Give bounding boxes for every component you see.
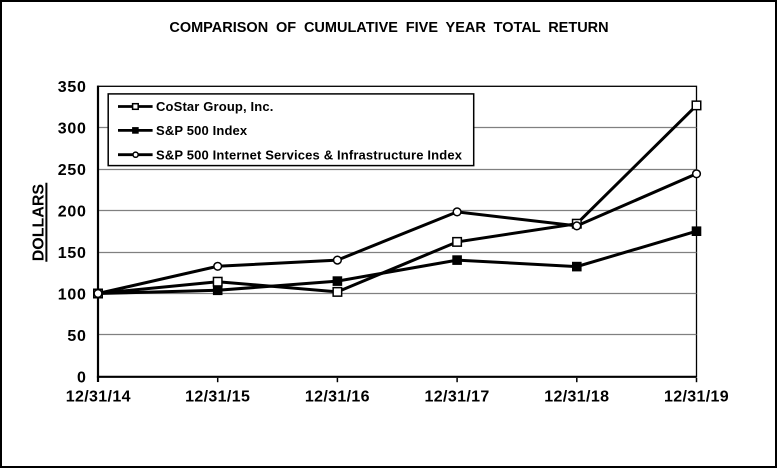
svg-text:12/31/18: 12/31/18 [544, 388, 609, 405]
svg-text:S&P 500 Internet Services & In: S&P 500 Internet Services & Infrastructu… [156, 147, 463, 162]
svg-text:CoStar Group, Inc.: CoStar Group, Inc. [156, 99, 274, 114]
svg-text:S&P 500 Index: S&P 500 Index [156, 123, 248, 138]
svg-text:12/31/19: 12/31/19 [664, 388, 729, 405]
svg-text:12/31/16: 12/31/16 [305, 388, 370, 405]
svg-text:300: 300 [58, 120, 87, 137]
svg-text:0: 0 [77, 369, 87, 386]
svg-text:200: 200 [58, 203, 87, 220]
svg-text:12/31/15: 12/31/15 [185, 388, 250, 405]
svg-text:COMPARISON OF CUMULATIVE FIVE: COMPARISON OF CUMULATIVE FIVE YEAR TOTAL… [169, 20, 608, 36]
svg-text:350: 350 [58, 79, 87, 96]
svg-text:12/31/14: 12/31/14 [66, 388, 131, 405]
svg-text:50: 50 [67, 328, 86, 345]
svg-text:DOLLARS: DOLLARS [31, 184, 48, 262]
svg-text:150: 150 [58, 245, 87, 262]
svg-text:100: 100 [58, 286, 87, 303]
svg-text:250: 250 [58, 162, 87, 179]
svg-text:12/31/17: 12/31/17 [425, 388, 490, 405]
